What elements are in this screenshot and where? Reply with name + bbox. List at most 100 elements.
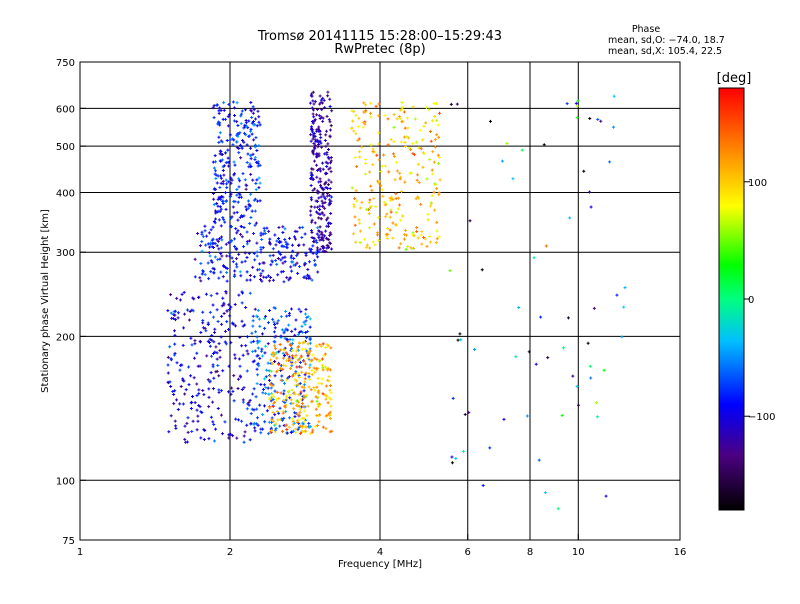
scatter-point [250,121,254,125]
scatter-point [309,250,313,254]
scatter-point [328,430,332,434]
scatter-point [187,383,191,387]
scatter-point [324,236,328,240]
scatter-point [608,160,612,164]
scatter-point [238,131,242,135]
scatter-point [218,237,222,241]
scatter-point [296,400,300,404]
scatter-point [166,363,170,367]
scatter-point [323,234,327,238]
scatter-point [303,312,307,316]
scatter-point [326,216,330,220]
scatter-point [302,383,306,387]
scatter-point [318,204,322,208]
scatter-point [386,143,390,147]
scatter-point [306,276,310,280]
x-tick-label: 2 [227,547,233,558]
scatter-point [304,336,308,340]
scatter-point [283,238,287,242]
scatter-point [317,125,321,129]
scatter-point [306,356,310,360]
scatter-point [206,261,210,265]
scatter-point [433,145,437,149]
scatter-point [368,226,372,230]
scatter-point [240,419,244,423]
scatter-point [377,238,381,242]
scatter-point [294,353,298,357]
scatter-point [288,338,292,342]
scatter-point [262,275,266,279]
scatter-point [218,131,222,135]
scatter-point [328,201,332,205]
scatter-point [254,221,258,225]
scatter-point [216,364,220,368]
scatter-point [309,171,313,175]
scatter-point [217,209,221,213]
scatter-point [324,397,328,401]
scatter-point [502,417,506,421]
scatter-point [324,229,328,233]
scatter-point [589,376,593,380]
scatter-point [322,213,326,217]
scatter-point [294,430,298,434]
scatter-point [306,351,310,355]
scatter-point [328,242,332,246]
scatter-point [328,413,332,417]
scatter-point [308,363,312,367]
scatter-point [301,341,305,345]
scatter-point [207,231,211,235]
scatter-point [253,307,257,311]
scatter-point [389,210,393,214]
scatter-point [354,240,358,244]
scatter-point [321,244,325,248]
scatter-point [360,145,364,149]
scatter-point [284,351,288,355]
scatter-point [272,330,276,334]
scatter-point [235,101,239,105]
scatter-point [276,257,280,261]
scatter-point [395,160,399,164]
scatter-point [321,342,325,346]
scatter-point [236,377,240,381]
scatter-point [224,342,228,346]
scatter-point [325,413,329,417]
scatter-point [217,135,221,139]
scatter-point [270,418,274,422]
scatter-point [368,170,372,174]
scatter-point [258,199,262,203]
scatter-point [208,337,212,341]
scatter-point [389,138,393,142]
scatter-point [296,348,300,352]
scatter-point [213,169,217,173]
scatter-point [313,187,317,191]
scatter-point [249,100,253,104]
scatter-point [227,160,231,164]
scatter-point [231,143,235,147]
scatter-point [220,153,224,157]
scatter-point [181,402,185,406]
scatter-point [582,169,586,173]
scatter-point [380,188,384,192]
scatter-point [481,484,485,488]
scatter-point [329,391,333,395]
scatter-point [313,221,317,225]
scatter-point [166,309,170,313]
scatter-point [325,114,329,118]
scatter-point [286,340,290,344]
scatter-point [327,147,331,151]
scatter-point [398,218,402,222]
scatter-point [278,418,282,422]
scatter-point [350,109,354,113]
scatter-point [324,345,328,349]
scatter-point [432,190,436,194]
scatter-point [196,414,200,418]
scatter-point [421,165,425,169]
scatter-point [299,390,303,394]
scatter-point [255,354,259,358]
scatter-point [317,196,321,200]
scatter-point [210,333,214,337]
scatter-point [309,229,313,233]
scatter-point [209,371,213,375]
scatter-point [399,175,403,179]
scatter-point [520,148,524,152]
